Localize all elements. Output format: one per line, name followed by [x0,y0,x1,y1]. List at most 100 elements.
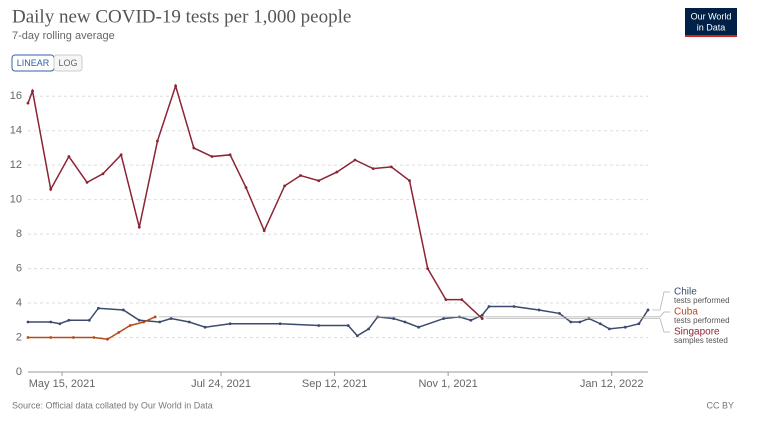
y-tick-label: 12 [10,159,22,171]
point [26,101,30,105]
point [85,181,89,184]
point [283,184,287,188]
point [317,324,321,327]
point [72,336,75,339]
point [187,320,191,324]
point [210,155,214,158]
point [244,186,248,189]
point [623,325,627,329]
legend-note: tests performed [674,296,730,305]
point [558,312,561,315]
series-line [27,83,483,320]
legend-connector [159,311,670,318]
logo[interactable] [685,8,737,37]
point [142,320,146,324]
point [537,308,541,312]
point [67,155,71,158]
y-tick-label: 8 [16,228,22,240]
point [117,330,121,334]
point [158,320,162,324]
point [137,225,141,229]
point [392,317,396,320]
point [156,139,159,143]
point [87,318,91,322]
point [49,320,53,324]
legend-note: samples tested [674,336,728,345]
point [646,308,650,312]
point [174,84,178,88]
y-tick-label: 16 [10,90,22,102]
point [169,317,173,320]
legend-connector [652,291,670,311]
point [389,165,393,169]
linear-button-label[interactable]: LINEAR [17,58,50,68]
legend-label: Cuba [674,307,698,318]
y-tick-label: 6 [16,262,22,274]
point [598,322,602,326]
x-tick-label: Sep 12, 2021 [302,378,367,390]
point [346,324,350,327]
series-line [28,305,649,337]
point [106,337,109,341]
x-tick-label: Jul 24, 2021 [191,378,251,390]
x-tick-label: Jan 12, 2022 [580,378,644,390]
chart-subtitle: 7-day rolling average [12,30,115,42]
chart-title: Daily new COVID-19 tests per 1,000 peopl… [12,6,351,27]
y-tick-label: 10 [10,194,22,206]
point [480,317,484,320]
y-tick-label: 14 [10,125,22,137]
point [460,298,464,302]
point [49,336,53,339]
point [153,315,157,319]
point [408,179,411,183]
point [92,336,96,339]
legend-note: tests performed [674,316,730,325]
point [469,318,473,322]
point [512,305,516,308]
source: Source: Official data collated by Our Wo… [12,400,213,410]
point [137,318,141,322]
point [355,334,359,338]
point [335,170,339,174]
point [442,317,446,320]
point [637,322,641,326]
point [31,89,34,93]
point [353,158,357,162]
point [444,298,448,302]
point [607,327,611,331]
log-button[interactable] [53,54,83,72]
point [192,146,196,150]
y-tick-label: 2 [16,331,22,343]
y-tick-label: 4 [16,297,22,309]
logo-text: in Data [697,22,726,32]
point [26,336,30,339]
point [426,267,430,270]
point [480,313,484,317]
point [578,320,582,324]
point [278,322,282,326]
point [228,153,232,157]
legend-label: Singapore [674,327,720,338]
y-tick-label: 0 [16,366,22,378]
x-tick-label: May 15, 2021 [29,378,96,390]
point [299,174,302,177]
point [403,320,407,324]
point [97,306,100,310]
point [228,322,232,326]
legend-connector [486,318,670,333]
point [569,320,573,324]
log-button-label[interactable]: LOG [58,58,77,68]
license: CC BY [706,400,734,410]
point [121,308,125,312]
point [58,322,62,326]
point [49,187,53,191]
series-line [28,316,156,341]
point [487,305,491,308]
point [67,318,71,322]
point [128,324,132,327]
legend-label: Chile [674,287,697,298]
point [101,172,105,176]
point [371,167,375,171]
point [203,325,207,329]
